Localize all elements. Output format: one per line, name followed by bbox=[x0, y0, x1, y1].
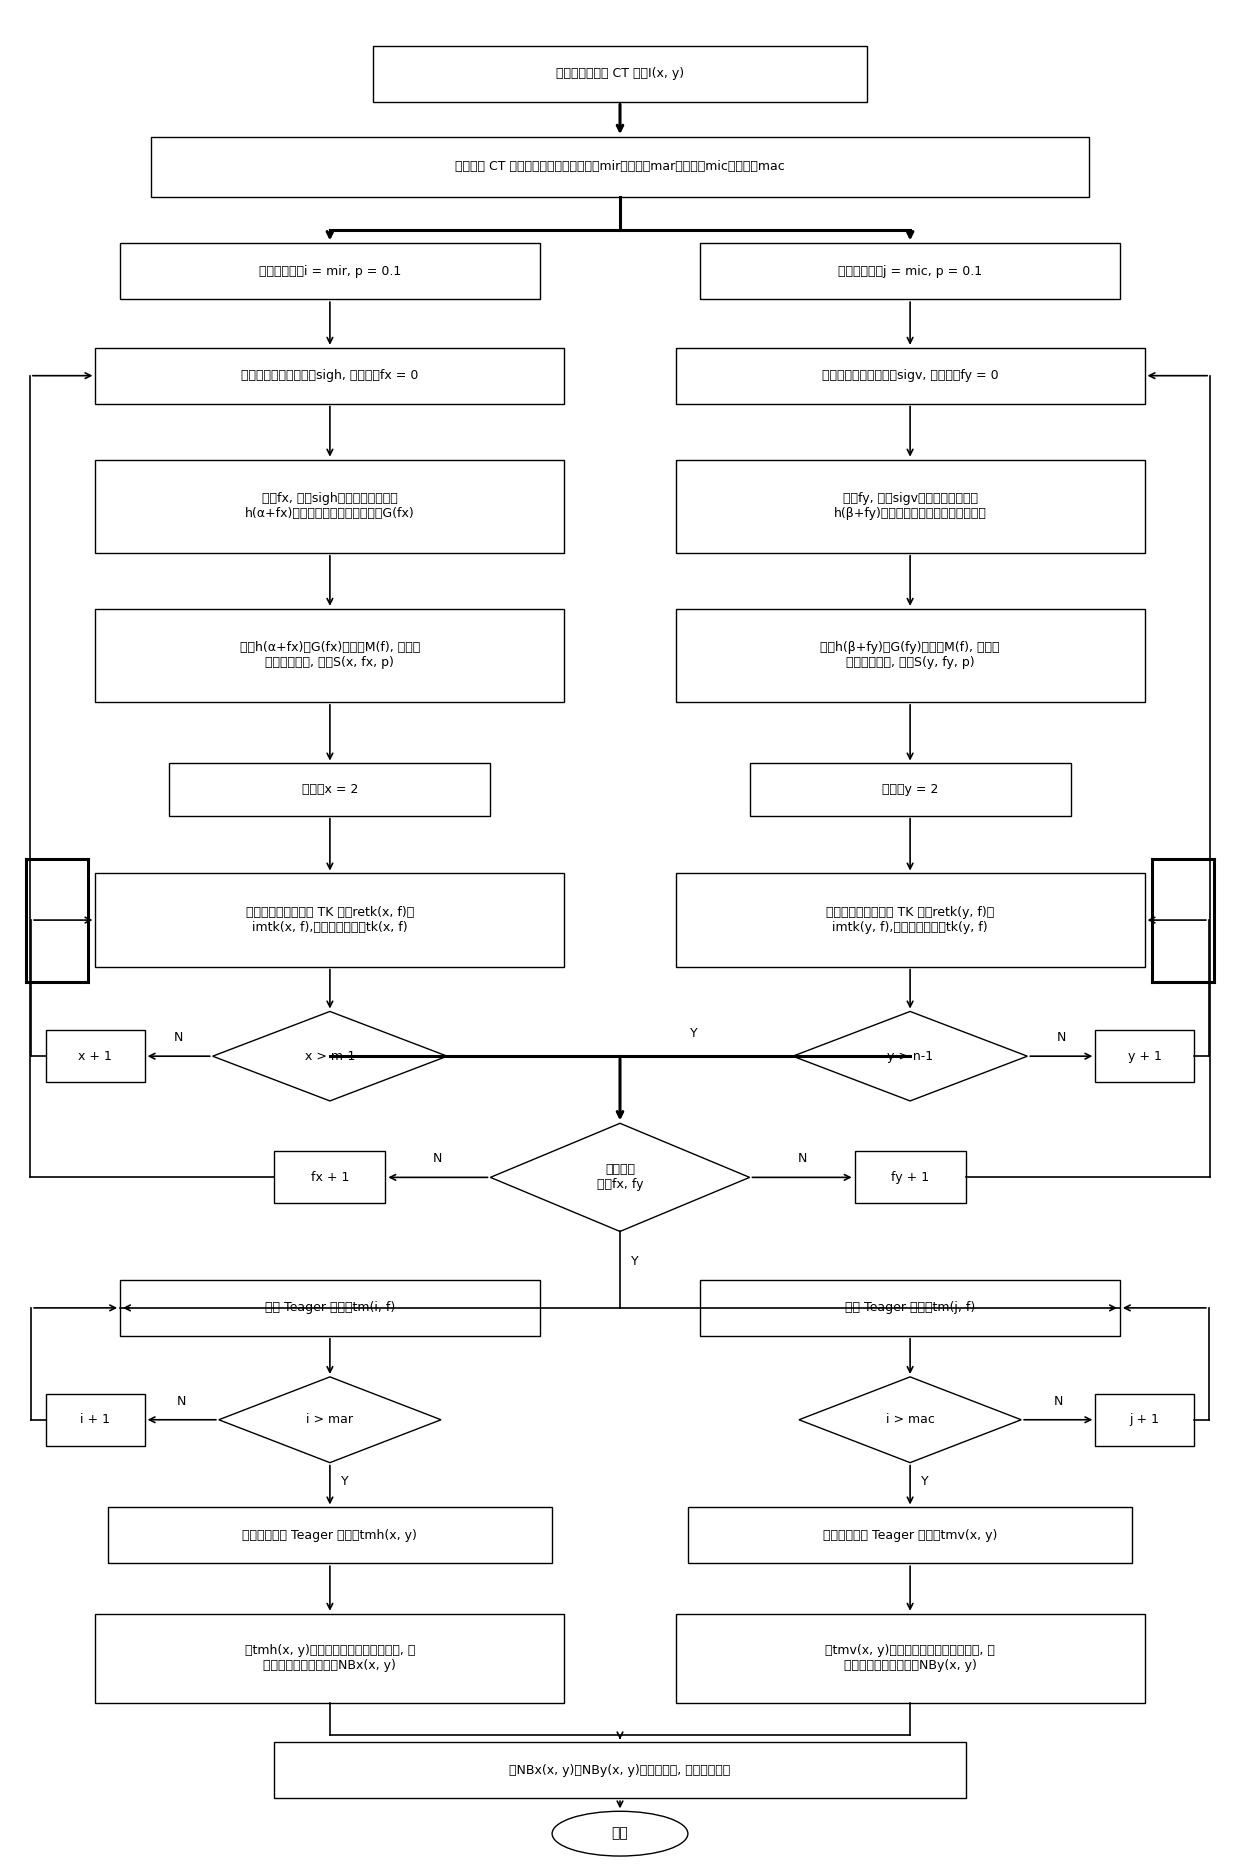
Text: fx + 1: fx + 1 bbox=[311, 1171, 350, 1184]
Text: y > n-1: y > n-1 bbox=[887, 1049, 934, 1062]
Bar bbox=[1095, 1030, 1194, 1083]
Bar bbox=[274, 1743, 966, 1799]
Bar bbox=[95, 460, 564, 554]
Text: 初始化y = 2: 初始化y = 2 bbox=[882, 784, 939, 797]
Text: Y: Y bbox=[341, 1475, 348, 1489]
Bar bbox=[95, 348, 564, 404]
Bar bbox=[46, 1030, 145, 1083]
Polygon shape bbox=[799, 1376, 1022, 1462]
Text: 初始化x = 2: 初始化x = 2 bbox=[301, 784, 358, 797]
Text: Y: Y bbox=[631, 1255, 639, 1268]
Text: N: N bbox=[433, 1152, 443, 1165]
Bar bbox=[95, 873, 564, 967]
Ellipse shape bbox=[552, 1812, 688, 1857]
Text: j + 1: j + 1 bbox=[1130, 1414, 1159, 1427]
Text: 计算 Teager 主能量tm(j, f): 计算 Teager 主能量tm(j, f) bbox=[844, 1302, 975, 1315]
Text: 初始化行变量j = mic, p = 0.1: 初始化行变量j = mic, p = 0.1 bbox=[838, 266, 982, 279]
Text: N: N bbox=[797, 1152, 807, 1165]
Text: N: N bbox=[177, 1395, 186, 1408]
Text: Y: Y bbox=[691, 1027, 698, 1040]
Text: 根据fy, 计算sigv平移之后的频谱图
h(β+fy)和计算对应的频率域高斯窗函数: 根据fy, 计算sigv平移之后的频谱图 h(β+fy)和计算对应的频率域高斯窗… bbox=[833, 492, 987, 520]
Text: 得到竖直方向一维信号sigv, 并初始化fy = 0: 得到竖直方向一维信号sigv, 并初始化fy = 0 bbox=[822, 368, 998, 381]
Text: 求得竖直方向 Teager 主能量tmv(x, y): 求得竖直方向 Teager 主能量tmv(x, y) bbox=[823, 1530, 997, 1543]
Text: 分别求得实部和虚部 TK 能量retk(y, f)和
imtk(y, f),并求得他们的和tk(y, f): 分别求得实部和虚部 TK 能量retk(y, f)和 imtk(y, f),并求… bbox=[826, 907, 994, 935]
Text: 计算h(β+fy)和G(fy)的乘积M(f), 并进行
反傅里叶变换, 得到S(y, fy, p): 计算h(β+fy)和G(fy)的乘积M(f), 并进行 反傅里叶变换, 得到S(… bbox=[821, 641, 999, 669]
Text: 是否遍历
所有fx, fy: 是否遍历 所有fx, fy bbox=[596, 1163, 644, 1191]
Bar bbox=[676, 873, 1145, 967]
Text: i + 1: i + 1 bbox=[81, 1414, 110, 1427]
Text: 计算 Teager 主能量tm(i, f): 计算 Teager 主能量tm(i, f) bbox=[265, 1302, 396, 1315]
Text: N: N bbox=[1054, 1395, 1063, 1408]
Text: 得到水平方向一维信号sigh, 并初始化fx = 0: 得到水平方向一维信号sigh, 并初始化fx = 0 bbox=[242, 368, 419, 381]
Bar bbox=[373, 45, 867, 101]
Text: 结束: 结束 bbox=[611, 1827, 629, 1840]
Text: x + 1: x + 1 bbox=[78, 1049, 113, 1062]
Polygon shape bbox=[218, 1376, 441, 1462]
Bar bbox=[676, 610, 1145, 701]
Text: 计算h(α+fx)和G(fx)的乘积M(f), 并进行
反傅里叶变换, 得到S(x, fx, p): 计算h(α+fx)和G(fx)的乘积M(f), 并进行 反傅里叶变换, 得到S(… bbox=[239, 641, 420, 669]
Bar bbox=[676, 1614, 1145, 1704]
Text: fy + 1: fy + 1 bbox=[892, 1171, 929, 1184]
Text: 分别求得实部和虚部 TK 能量retk(x, f)和
imtk(x, f),并求得他们的和tk(x, f): 分别求得实部和虚部 TK 能量retk(x, f)和 imtk(x, f),并求… bbox=[246, 907, 414, 935]
Polygon shape bbox=[212, 1012, 448, 1101]
Text: N: N bbox=[1056, 1030, 1066, 1043]
Text: 求得肺部 CT 图像非零像素所在的最小行mir、最大行mar和最小列mic、最大列mac: 求得肺部 CT 图像非零像素所在的最小行mir、最大行mar和最小列mic、最大… bbox=[455, 161, 785, 174]
Text: i > mac: i > mac bbox=[885, 1414, 935, 1427]
Text: 对tmv(x, y)进行归一化处理后阈值分割, 得
到水平方向二值化图像NBy(x, y): 对tmv(x, y)进行归一化处理后阈值分割, 得 到水平方向二值化图像NBy(… bbox=[825, 1644, 994, 1672]
Bar bbox=[676, 460, 1145, 554]
Bar bbox=[120, 1279, 539, 1335]
Text: 将NBx(x, y)和NBy(x, y)进行与操作, 得到最终目标: 将NBx(x, y)和NBy(x, y)进行与操作, 得到最终目标 bbox=[510, 1763, 730, 1776]
Bar bbox=[676, 348, 1145, 404]
Bar bbox=[46, 1393, 145, 1446]
Text: 读取输入的肺部 CT 图像I(x, y): 读取输入的肺部 CT 图像I(x, y) bbox=[556, 67, 684, 80]
Bar bbox=[701, 243, 1120, 299]
Bar bbox=[750, 763, 1070, 815]
Polygon shape bbox=[792, 1012, 1028, 1101]
Text: i > mar: i > mar bbox=[306, 1414, 353, 1427]
Bar bbox=[95, 610, 564, 701]
Bar bbox=[170, 763, 490, 815]
Bar bbox=[108, 1507, 552, 1563]
Text: Y: Y bbox=[921, 1475, 929, 1489]
Bar bbox=[701, 1279, 1120, 1335]
Text: N: N bbox=[174, 1030, 184, 1043]
Bar bbox=[274, 1152, 386, 1204]
Text: 对tmh(x, y)进行归一化处理后阈值分割, 得
到水平方向二值化图像NBx(x, y): 对tmh(x, y)进行归一化处理后阈值分割, 得 到水平方向二值化图像NBx(… bbox=[244, 1644, 415, 1672]
Text: x > m-1: x > m-1 bbox=[305, 1049, 355, 1062]
Polygon shape bbox=[490, 1124, 750, 1232]
Text: 根据fx, 计算sigh平移之后的频谱图
h(α+fx)和对应的频率域高斯窗函数G(fx): 根据fx, 计算sigh平移之后的频谱图 h(α+fx)和对应的频率域高斯窗函数… bbox=[246, 492, 415, 520]
Bar bbox=[151, 137, 1089, 196]
Bar bbox=[120, 243, 539, 299]
Bar bbox=[1095, 1393, 1194, 1446]
Text: 求得水平方向 Teager 主能量tmh(x, y): 求得水平方向 Teager 主能量tmh(x, y) bbox=[243, 1530, 418, 1543]
Bar bbox=[95, 1614, 564, 1704]
Bar bbox=[854, 1152, 966, 1204]
Text: y + 1: y + 1 bbox=[1127, 1049, 1162, 1062]
Text: 初始化行变量i = mir, p = 0.1: 初始化行变量i = mir, p = 0.1 bbox=[259, 266, 401, 279]
Bar bbox=[688, 1507, 1132, 1563]
